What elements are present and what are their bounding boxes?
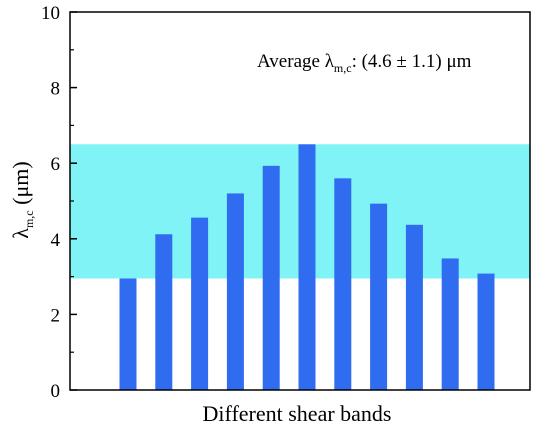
y-tick-label: 0 <box>51 381 61 402</box>
x-axis-title: Different shear bands <box>203 401 392 426</box>
bar <box>334 178 352 390</box>
bar <box>155 234 173 390</box>
bar <box>298 144 316 390</box>
bar <box>477 273 495 390</box>
y-axis-title: λm,c (μm) <box>8 161 36 238</box>
annotation-sub: m,c <box>334 61 352 75</box>
y-tick-label: 8 <box>51 79 61 100</box>
bar <box>119 278 137 390</box>
y-tick-label: 4 <box>51 230 61 251</box>
y-tick-label: 2 <box>51 305 61 326</box>
y-tick-label: 10 <box>41 3 60 24</box>
bar <box>226 193 244 390</box>
bar <box>262 165 280 390</box>
bars-group <box>119 144 495 390</box>
bar <box>370 203 388 390</box>
y-axis-title-sub: m,c <box>22 210 36 228</box>
y-axis-title-unit: (μm) <box>8 161 33 210</box>
average-annotation: Average λm,c: (4.6 ± 1.1) μm <box>257 51 472 75</box>
bar <box>441 258 459 390</box>
y-tick-label: 6 <box>51 154 61 175</box>
y-axis-ticks: 0 2 4 6 8 10 <box>41 3 77 402</box>
annotation-suffix: : (4.6 ± 1.1) μm <box>352 51 472 72</box>
y-axis-title-main: λ <box>8 228 33 239</box>
annotation-prefix: Average λ <box>257 51 335 72</box>
bar <box>191 217 209 390</box>
bar <box>405 224 423 390</box>
